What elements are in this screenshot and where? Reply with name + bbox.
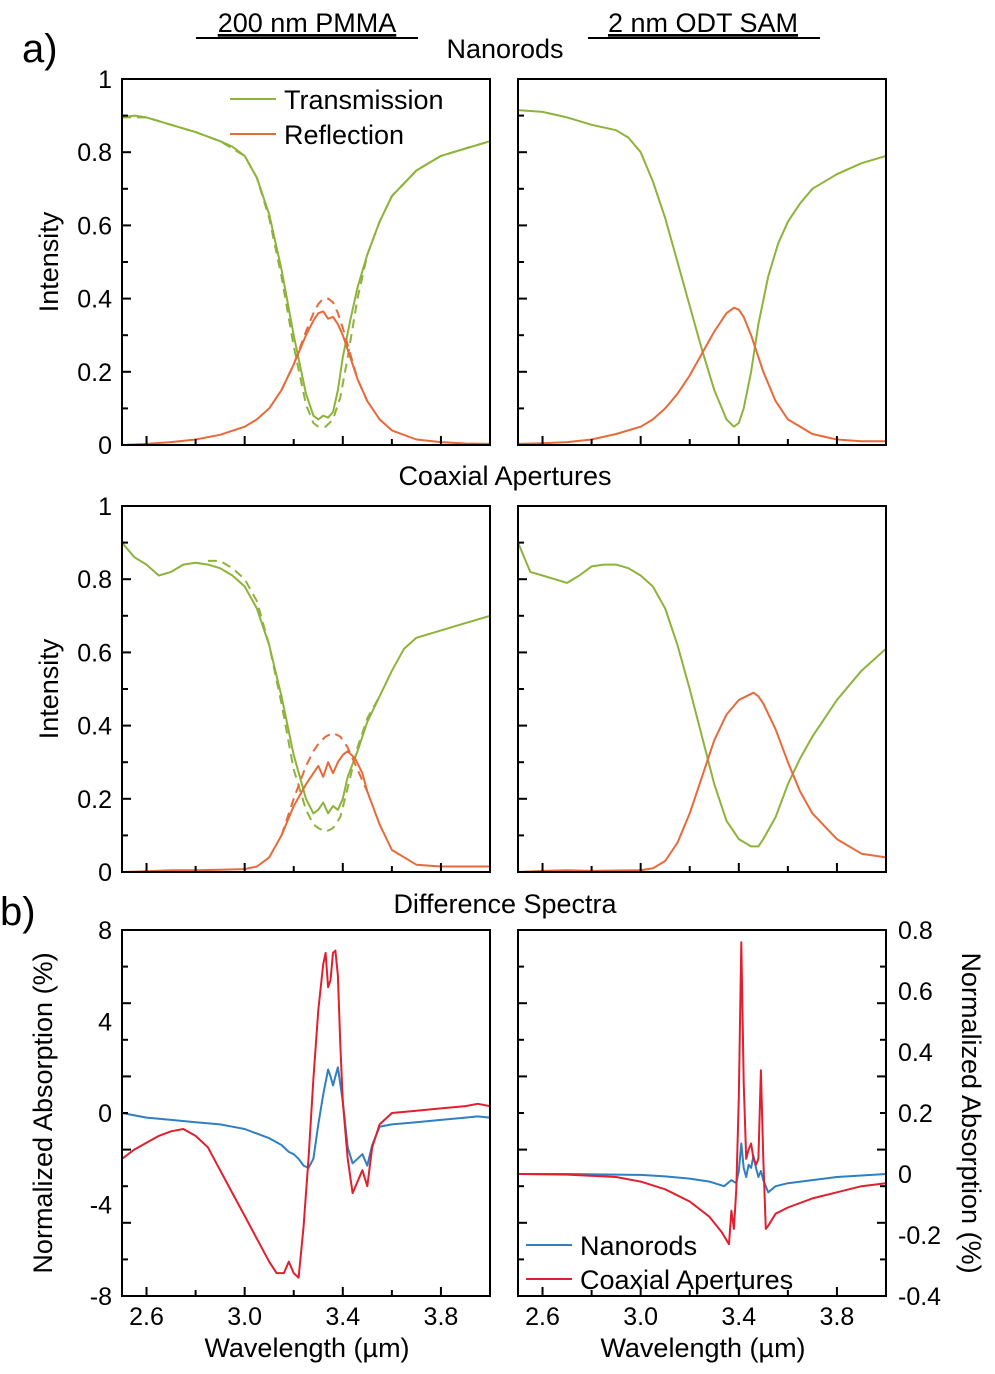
series-line-reflection — [122, 310, 490, 445]
y-tick-label: 1 — [98, 66, 112, 94]
y-tick-label: 4 — [98, 1009, 112, 1037]
series-line-reflection — [122, 750, 490, 872]
x-tick-label: 3.8 — [820, 1303, 855, 1331]
y-tick-label: 1 — [98, 493, 112, 521]
ylabel-difference-right: Normalized Absorption (%) — [956, 952, 986, 1273]
plot-coaxial_pmma: 0 0.2 0.4 0.6 0.8 1 — [77, 493, 491, 887]
x-tick-label: 3.8 — [424, 1303, 459, 1331]
plot-difference_odt: 2.6 3.0 3.4 3.8 -0.4 -0.2 0 0.2 0.4 0.6 0.8 — [517, 917, 941, 1331]
plot-frame — [121, 929, 491, 1297]
legend-transmission-label: Transmission — [284, 85, 444, 115]
y-tick-label: -8 — [90, 1283, 112, 1311]
y-tick-label: 0 — [98, 859, 112, 887]
series-line-reflection-dashed — [280, 297, 369, 402]
x-tick-label: 3.4 — [721, 1303, 756, 1331]
series-line-transmission — [518, 542, 886, 848]
series-line-coaxial-apertures — [518, 941, 886, 1246]
series-line-transmission-dashed — [207, 559, 381, 833]
panel-label-b: b) — [0, 890, 36, 934]
y-tick-label: 0.8 — [77, 139, 112, 167]
y-tick-label: 0.4 — [898, 1039, 933, 1067]
xlabel-right: Wavelength (µm) — [600, 1333, 805, 1363]
legend-coaxial-label: Coaxial Apertures — [580, 1265, 793, 1295]
series-line-nanorods — [122, 1066, 490, 1169]
y-tick-label: 0 — [98, 432, 112, 460]
plot-frame — [517, 505, 887, 873]
y-tick-label: 0.4 — [77, 713, 112, 741]
legend-reflection-label: Reflection — [284, 120, 404, 150]
y-tick-label: -0.4 — [898, 1283, 941, 1311]
plot-frame — [121, 505, 491, 873]
y-tick-label: 0.2 — [898, 1100, 933, 1128]
series-line-transmission — [122, 114, 490, 421]
series-line-transmission-dashed — [122, 116, 490, 428]
legend-nanorods-coaxial: Nanorods Coaxial Apertures — [526, 1231, 793, 1295]
x-tick-label: 3.4 — [325, 1303, 360, 1331]
ylabel-nanorods: Intensity — [34, 211, 64, 312]
y-tick-label: 8 — [98, 917, 112, 945]
ylabel-difference-left: Normalized Absorption (%) — [28, 952, 58, 1273]
row-title-coaxial: Coaxial Apertures — [398, 461, 611, 491]
y-tick-label: 0.2 — [77, 359, 112, 387]
plot-nanorods_odt — [517, 78, 887, 446]
y-tick-label: 0.4 — [77, 286, 112, 314]
series-line-reflection — [518, 306, 886, 445]
x-tick-label: 2.6 — [525, 1303, 560, 1331]
plot-frame — [517, 929, 887, 1297]
legend-transmission-reflection: Transmission Reflection — [230, 85, 444, 150]
y-tick-label: 0 — [898, 1161, 912, 1189]
x-tick-label: 3.0 — [227, 1303, 262, 1331]
legend-nanorods-label: Nanorods — [580, 1231, 697, 1261]
x-tick-label: 2.6 — [129, 1303, 164, 1331]
column-header-right: 2 nm ODT SAM — [608, 8, 798, 38]
series-line-transmission — [518, 109, 886, 428]
row-title-nanorods: Nanorods — [446, 34, 563, 64]
plot-frame — [517, 78, 887, 446]
y-tick-label: -4 — [90, 1192, 112, 1220]
panel-label-a: a) — [22, 27, 58, 71]
ylabel-coaxial: Intensity — [34, 638, 64, 739]
series-line-reflection-dashed — [280, 731, 369, 836]
y-tick-label: 0.6 — [77, 639, 112, 667]
xlabel-left: Wavelength (µm) — [204, 1333, 409, 1363]
y-tick-label: 0.6 — [898, 978, 933, 1006]
series-line-nanorods — [518, 1142, 886, 1194]
y-tick-label: 0.2 — [77, 786, 112, 814]
plot-nanorods_pmma: 0 0.2 0.4 0.6 0.8 1 — [77, 66, 491, 460]
y-tick-label: 0 — [98, 1100, 112, 1128]
column-header-left: 200 nm PMMA — [218, 8, 397, 38]
series-line-transmission — [122, 541, 490, 815]
plot-difference_pmma: 2.6 3.0 3.4 3.8 -8 -4 0 4 8 — [90, 917, 491, 1331]
y-tick-label: 0.8 — [898, 917, 933, 945]
series-line-coaxial-apertures — [122, 949, 490, 1279]
x-tick-label: 3.0 — [623, 1303, 658, 1331]
y-tick-label: -0.2 — [898, 1222, 941, 1250]
plot-coaxial_odt — [517, 505, 887, 873]
y-tick-label: 0.8 — [77, 566, 112, 594]
series-line-reflection — [518, 691, 886, 872]
row-title-difference: Difference Spectra — [393, 889, 617, 919]
y-tick-label: 0.6 — [77, 212, 112, 240]
